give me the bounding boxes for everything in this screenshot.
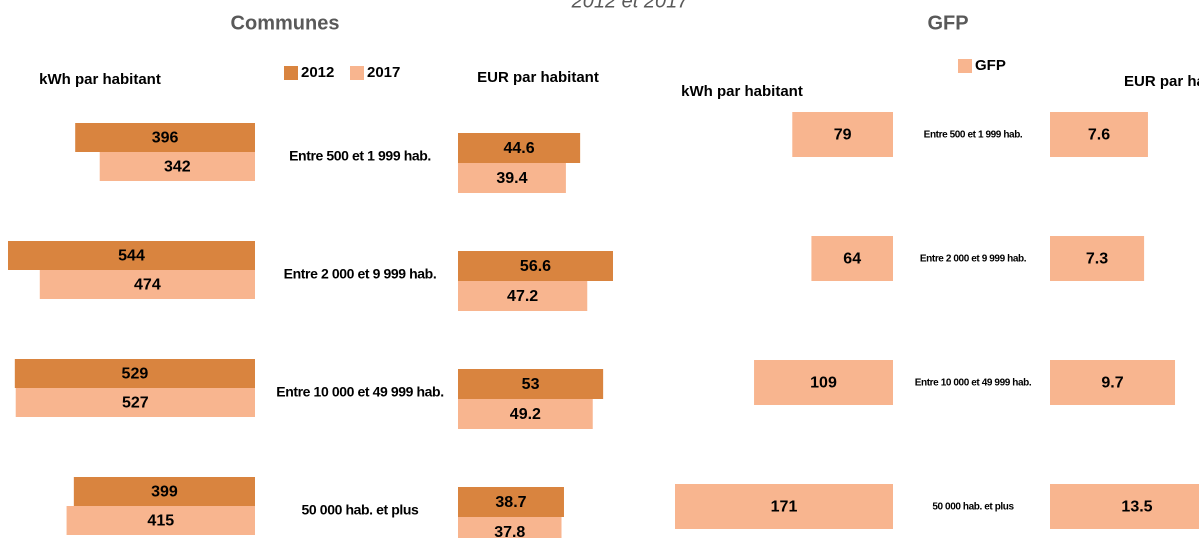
category-label: Entre 500 et 1 999 hab. (923, 129, 1023, 141)
bar (99, 152, 255, 181)
bar (73, 477, 255, 506)
bar (792, 112, 893, 157)
category-label: 50 000 hab. et plus (301, 501, 419, 518)
bar (1050, 484, 1199, 529)
bar (14, 359, 255, 388)
bar (458, 487, 564, 517)
data-label: 544 (118, 248, 145, 265)
legend-label: 2017 (367, 64, 400, 81)
bar (8, 241, 255, 270)
bar (675, 484, 893, 529)
data-label: 342 (164, 159, 191, 176)
bar (458, 133, 581, 163)
bar (458, 163, 566, 193)
category-label: Entre 500 et 1 999 hab. (289, 147, 431, 164)
axis-label: kWh par habitant (39, 71, 161, 88)
data-label: 527 (122, 395, 149, 412)
bar (1050, 236, 1145, 281)
data-label: 474 (134, 277, 161, 294)
panel-title: GFP (927, 12, 968, 34)
data-label: 529 (122, 366, 149, 383)
data-label: 53 (522, 376, 540, 393)
axis-label: kWh par habitant (681, 83, 803, 100)
category-label: Entre 2 000 et 9 999 hab. (919, 253, 1027, 265)
legend-swatch (958, 59, 972, 73)
legend-swatch (350, 66, 364, 80)
bar (1050, 360, 1176, 405)
data-label: 396 (152, 130, 179, 147)
bar (458, 369, 604, 399)
bar (811, 236, 893, 281)
data-label: 399 (151, 484, 178, 501)
data-label: 39.4 (496, 170, 527, 187)
bar (458, 251, 613, 281)
bar (1050, 112, 1148, 157)
category-label: Entre 10 000 et 49 999 hab. (914, 377, 1032, 389)
data-label: 13.5 (1121, 499, 1152, 516)
data-label: 415 (147, 513, 174, 530)
super-title: 2012 et 2017 (571, 0, 690, 12)
data-label: 38.7 (495, 494, 526, 511)
bar (66, 506, 256, 535)
bar (458, 399, 593, 429)
panel-title: Communes (231, 12, 340, 34)
legend-swatch (284, 66, 298, 80)
axis-label: EUR par habitant (477, 69, 599, 86)
legend-label: GFP (975, 57, 1006, 74)
data-label: 7.6 (1088, 127, 1110, 144)
bar (75, 123, 255, 152)
data-label: 9.7 (1101, 375, 1123, 392)
data-label: 49.2 (510, 406, 541, 423)
data-label: 64 (843, 251, 861, 268)
legend-label: 2012 (301, 64, 334, 81)
category-label: 50 000 hab. et plus (932, 501, 1014, 513)
data-label: 171 (771, 499, 798, 516)
data-label: 47.2 (507, 288, 538, 305)
data-label: 79 (834, 127, 852, 144)
bar (754, 360, 893, 405)
bar (39, 270, 256, 299)
axis-label: EUR par hab (1124, 73, 1199, 90)
data-label: 109 (810, 375, 837, 392)
bar (458, 517, 562, 538)
bar (15, 388, 255, 417)
category-label: Entre 2 000 et 9 999 hab. (283, 265, 437, 282)
bar (458, 281, 588, 311)
category-label: Entre 10 000 et 49 999 hab. (276, 383, 444, 400)
data-label: 37.8 (494, 524, 525, 538)
data-label: 56.6 (520, 258, 551, 275)
data-label: 7.3 (1086, 251, 1108, 268)
data-label: 44.6 (503, 140, 534, 157)
